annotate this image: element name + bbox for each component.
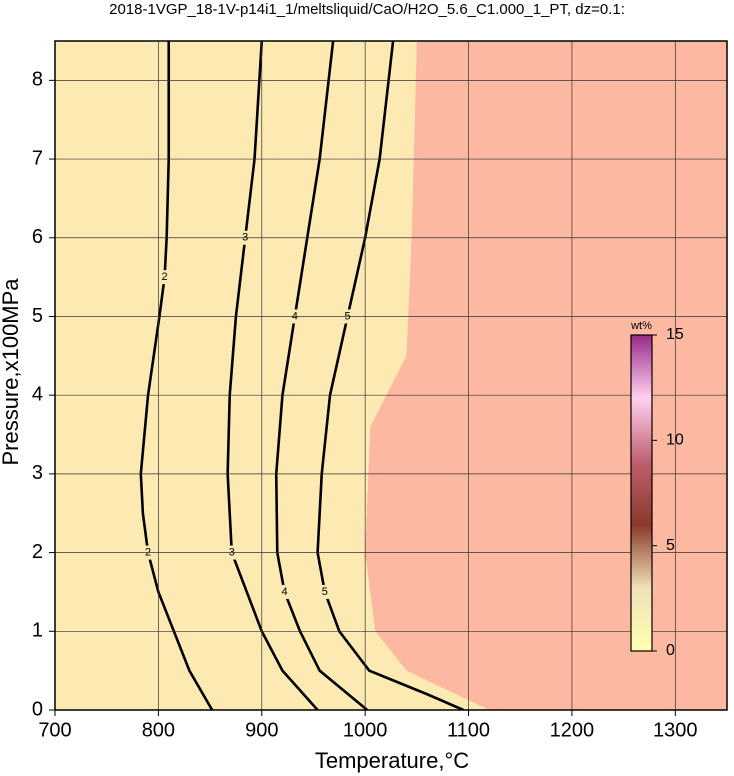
contour-label-bg <box>319 584 330 599</box>
y-tick-label: 5 <box>32 305 43 327</box>
y-tick-label: 1 <box>32 620 43 642</box>
colorbar-tick-label: 10 <box>666 432 684 449</box>
colorbar-label: wt% <box>630 320 652 332</box>
x-tick-label: 700 <box>38 719 71 741</box>
y-tick-label: 6 <box>32 226 43 248</box>
x-tick-label: 1000 <box>343 719 388 741</box>
contour-label-bg <box>159 270 170 285</box>
chart-title: 2018-1VGP_18-1V-p14i1_1/meltsliquid/CaO/… <box>109 1 625 18</box>
plot-frame <box>54 40 728 711</box>
x-tick-label: 1300 <box>653 719 698 741</box>
contour-label: 5 <box>322 586 328 598</box>
contour-label: 4 <box>281 586 287 598</box>
colorbar-tick-label: 5 <box>666 537 675 554</box>
x-axis-label: Temperature,°C <box>315 748 469 773</box>
colorbar <box>630 334 653 652</box>
y-tick-label: 0 <box>32 698 43 720</box>
contour-label-bg <box>279 584 290 599</box>
colorbar-tick-label: 15 <box>666 326 684 343</box>
y-tick-label: 7 <box>32 147 43 169</box>
contour-line <box>316 41 464 710</box>
y-tick-label: 8 <box>32 69 43 91</box>
x-tick-label: 900 <box>245 719 278 741</box>
x-tick-label: 1100 <box>447 719 490 741</box>
y-tick-label: 4 <box>32 383 43 405</box>
y-axis-label: Pressure,x100MPa <box>0 278 23 466</box>
y-tick-label: 2 <box>32 541 43 563</box>
region <box>365 41 727 710</box>
x-tick-label: 800 <box>142 719 175 741</box>
contour-line <box>226 41 319 710</box>
contour-label: 2 <box>162 271 168 283</box>
colorbar-tick-label: 0 <box>666 642 675 659</box>
y-tick-label: 3 <box>32 462 43 484</box>
x-tick-label: 1200 <box>550 719 595 741</box>
